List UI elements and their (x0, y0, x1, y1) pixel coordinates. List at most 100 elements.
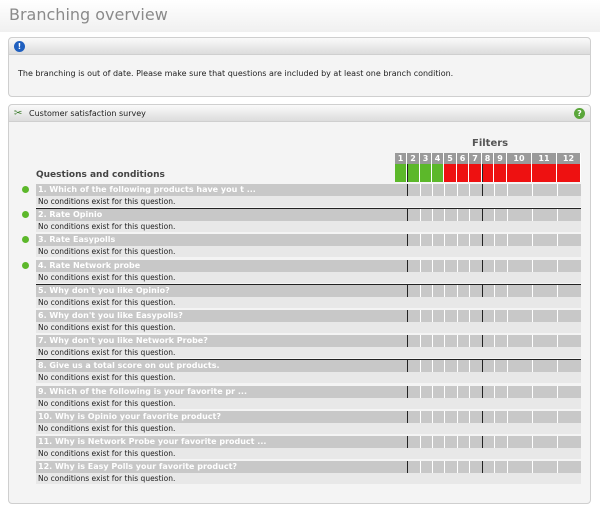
filter-header-10[interactable]: 10 (507, 153, 532, 164)
filter-header-1[interactable]: 1 (395, 153, 407, 164)
filter-header-8[interactable]: 8 (482, 153, 494, 164)
question-label[interactable]: 11. Why is Network Probe your favorite p… (38, 437, 267, 446)
condition-row: No conditions exist for this question. (36, 196, 581, 207)
grid-cell-divider (507, 209, 508, 221)
grid-cell-divider (420, 411, 421, 423)
grid-cell-divider (482, 335, 483, 347)
question-row[interactable]: 5. Why don't you like Opinio? (36, 285, 581, 297)
condition-bullet-icon (22, 186, 29, 193)
grid-cell-divider (482, 461, 483, 473)
grid-cell-divider (507, 360, 508, 372)
filter-header-5[interactable]: 5 (444, 153, 457, 164)
grid-cell-divider (469, 436, 470, 448)
question-row[interactable]: 7. Why don't you like Network Probe? (36, 335, 581, 347)
question-row[interactable]: 3. Rate Easypolls (36, 234, 581, 246)
grid-cell-divider (444, 234, 445, 246)
grid-cell-divider (407, 360, 408, 372)
grid-cell-divider (494, 260, 495, 272)
question-label[interactable]: 10. Why is Opinio your favorite product? (38, 412, 221, 421)
filter-header-11[interactable]: 11 (532, 153, 557, 164)
grid-cell-divider (457, 234, 458, 246)
question-row[interactable]: 6. Why don't you like Easypolls? (36, 310, 581, 322)
filter-status-2 (407, 164, 420, 182)
question-label[interactable]: 8. Give us a total score on out products… (38, 361, 220, 370)
grid-cell-divider (494, 436, 495, 448)
question-label[interactable]: 1. Which of the following products have … (38, 185, 256, 194)
grid-cell-divider (507, 260, 508, 272)
filter-divider (407, 164, 408, 182)
grid-cell-divider (444, 285, 445, 297)
grid-cell-divider (407, 386, 408, 398)
grid-cell-divider (407, 436, 408, 448)
question-label[interactable]: 5. Why don't you like Opinio? (38, 286, 170, 295)
grid-cell-divider (420, 461, 421, 473)
filter-header-7[interactable]: 7 (469, 153, 482, 164)
condition-row: No conditions exist for this question. (36, 423, 581, 434)
grid-cell-divider (494, 285, 495, 297)
page-title: Branching overview (9, 5, 168, 24)
grid-cell-divider (407, 310, 408, 322)
grid-cell-divider (482, 285, 483, 297)
group-divider (36, 359, 581, 360)
survey-panel-header: ✂ Customer satisfaction survey ? (9, 105, 590, 122)
grid-cell-divider (432, 411, 433, 423)
question-row[interactable]: 4. Rate Network probe (36, 260, 581, 272)
filter-header-9[interactable]: 9 (494, 153, 507, 164)
filter-status-7 (469, 164, 482, 182)
grid-cell-divider (469, 310, 470, 322)
question-row[interactable]: 11. Why is Network Probe your favorite p… (36, 436, 581, 448)
grid-cell-divider (532, 260, 533, 272)
filter-header-3[interactable]: 3 (420, 153, 432, 164)
grid-cell-divider (482, 310, 483, 322)
condition-bullet-icon (22, 211, 29, 218)
condition-row: No conditions exist for this question. (36, 246, 581, 257)
condition-row: No conditions exist for this question. (36, 473, 581, 484)
question-label[interactable]: 3. Rate Easypolls (38, 235, 116, 244)
grid-cell-divider (532, 411, 533, 423)
filter-status-3 (420, 164, 432, 182)
grid-cell-divider (457, 386, 458, 398)
question-label[interactable]: 12. Why is Easy Polls your favorite prod… (38, 462, 238, 471)
grid-cell-divider (444, 260, 445, 272)
info-panel-header: ! (9, 38, 590, 55)
grid-cell-divider (407, 335, 408, 347)
question-row[interactable]: 10. Why is Opinio your favorite product? (36, 411, 581, 423)
grid-cell-divider (407, 285, 408, 297)
grid-cell-divider (444, 360, 445, 372)
condition-label: No conditions exist for this question. (38, 222, 176, 231)
question-row[interactable]: 1. Which of the following products have … (36, 184, 581, 196)
grid-cell-divider (420, 436, 421, 448)
condition-row: No conditions exist for this question. (36, 221, 581, 232)
grid-cell-divider (420, 234, 421, 246)
grid-cell-divider (507, 411, 508, 423)
filter-header-4[interactable]: 4 (432, 153, 444, 164)
grid-cell-divider (420, 285, 421, 297)
question-label[interactable]: 6. Why don't you like Easypolls? (38, 311, 183, 320)
question-row[interactable]: 9. Which of the following is your favori… (36, 386, 581, 398)
grid-cell-divider (507, 436, 508, 448)
filter-header-12[interactable]: 12 (557, 153, 581, 164)
question-row[interactable]: 2. Rate Opinio (36, 209, 581, 221)
grid-cell-divider (420, 184, 421, 196)
filter-header-2[interactable]: 2 (407, 153, 420, 164)
grid-cell-divider (469, 234, 470, 246)
condition-label: No conditions exist for this question. (38, 424, 176, 433)
question-row[interactable]: 12. Why is Easy Polls your favorite prod… (36, 461, 581, 473)
condition-row: No conditions exist for this question. (36, 347, 581, 358)
grid-cell-divider (444, 386, 445, 398)
question-label[interactable]: 7. Why don't you like Network Probe? (38, 336, 208, 345)
questions-title: Questions and conditions (36, 170, 165, 180)
question-row[interactable]: 8. Give us a total score on out products… (36, 360, 581, 372)
grid-cell-divider (494, 184, 495, 196)
question-label[interactable]: 9. Which of the following is your favori… (38, 387, 247, 396)
grid-cell-divider (444, 209, 445, 221)
question-label[interactable]: 2. Rate Opinio (38, 210, 103, 219)
filter-header-6[interactable]: 6 (457, 153, 469, 164)
condition-label: No conditions exist for this question. (38, 273, 176, 282)
help-icon[interactable]: ? (574, 108, 585, 119)
grid-cell-divider (494, 234, 495, 246)
grid-cell-divider (557, 386, 558, 398)
grid-cell-divider (507, 335, 508, 347)
question-label[interactable]: 4. Rate Network probe (38, 261, 141, 270)
grid-cell-divider (469, 260, 470, 272)
